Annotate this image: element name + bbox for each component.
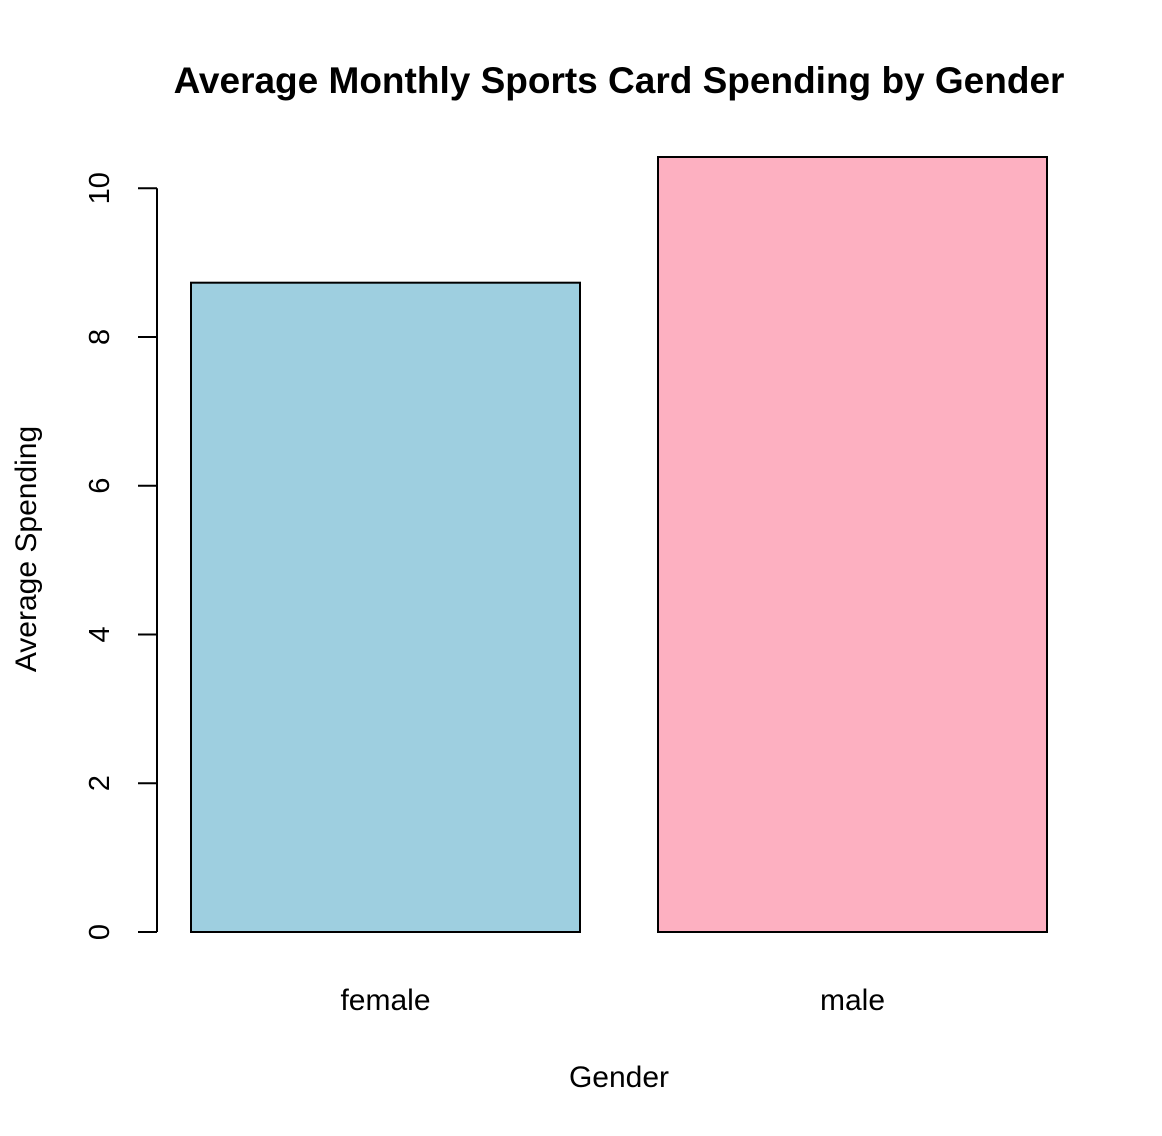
- chart-title: Average Monthly Sports Card Spending by …: [174, 60, 1065, 101]
- bar-female: [190, 281, 581, 933]
- y-tick-label: 6: [84, 478, 116, 494]
- x-axis-label: Gender: [569, 1061, 669, 1094]
- x-tick-label-female: female: [340, 984, 430, 1017]
- x-tick-label-male: male: [820, 984, 885, 1017]
- y-tick-label: 10: [84, 172, 116, 204]
- y-tick-label: 2: [84, 775, 116, 791]
- bars-group: [190, 156, 1048, 933]
- y-axis-label: Average Spending: [10, 426, 43, 672]
- bar-male: [657, 156, 1048, 933]
- x-axis-category-labels: female male: [340, 984, 885, 1017]
- y-tick-label: 0: [84, 924, 116, 940]
- y-tick-label: 4: [84, 626, 116, 642]
- y-axis: 0 2 4 6 8 10: [84, 172, 158, 940]
- y-tick-label: 8: [84, 329, 116, 345]
